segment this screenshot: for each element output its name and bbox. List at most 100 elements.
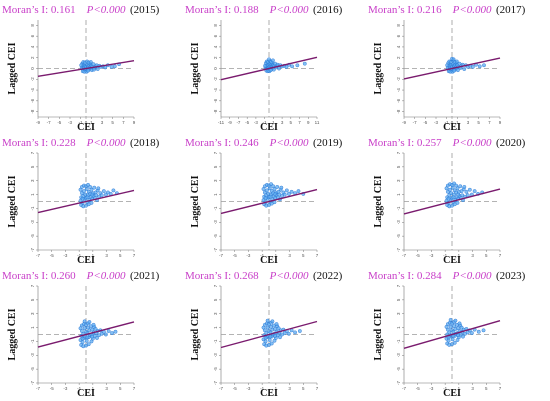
scatter-plot: -7 -5 -3 -1 1 3 5 7 -7 -5 -3 -1 1 3 5 7 CEI Lagged CEI <box>190 151 319 266</box>
x-axis-title: CEI <box>260 388 278 399</box>
p-value-label: P<0.000 <box>269 137 309 149</box>
x-tick-label: -3 <box>254 120 258 125</box>
x-tick-label: -1 <box>443 386 447 391</box>
data-point <box>452 340 457 345</box>
data-point <box>268 194 273 199</box>
y-tick-label: -1 <box>396 206 401 210</box>
data-point <box>470 64 475 69</box>
moran-label: Moran’s I: 0.246 <box>185 137 259 149</box>
panel-header: Moran’s I: 0.188 P<0.000 (2016) <box>185 2 368 18</box>
y-tick-label: 8 <box>30 24 35 27</box>
x-tick-label: 1 <box>272 120 275 125</box>
data-point <box>269 341 274 346</box>
data-point <box>462 67 467 71</box>
x-tick-label: -7 <box>47 120 51 125</box>
scatter-panel: Moran’s I: 0.161 P<0.000 (2015) -9 -7 -5 -3 -1… <box>2 2 185 135</box>
data-point <box>275 185 280 189</box>
y-tick-label: 3 <box>396 179 401 182</box>
data-point <box>295 63 300 68</box>
data-point <box>91 322 96 327</box>
panel-header: Moran’s I: 0.161 P<0.000 (2015) <box>2 2 185 18</box>
y-tick-label: -4 <box>213 88 218 92</box>
x-tick-label: -7 <box>413 120 417 125</box>
scatter-plot: -7 -5 -3 -1 1 3 5 7 -7 -5 -3 -1 1 3 5 7 CEI Lagged CEI <box>373 284 502 399</box>
y-tick-label: -1 <box>396 339 401 343</box>
x-tick-label: -1 <box>443 253 447 258</box>
scatter-points <box>261 182 306 208</box>
y-tick-label: 5 <box>213 298 218 301</box>
x-axis-title: CEI <box>77 255 95 266</box>
y-tick-label: -1 <box>213 339 218 343</box>
y-tick-label: -7 <box>396 248 401 252</box>
data-point <box>270 319 275 324</box>
x-tick-label: 7 <box>133 253 136 258</box>
x-tick-label: 5 <box>485 386 488 391</box>
y-tick-label: 1 <box>396 326 401 329</box>
x-tick-label: -5 <box>50 386 54 391</box>
data-point <box>447 330 452 335</box>
scatter-plot: -7 -5 -3 -1 1 3 5 7 -7 -5 -3 -1 1 3 5 7 CEI Lagged CEI <box>190 284 319 399</box>
data-point <box>90 334 95 339</box>
data-point <box>101 189 106 194</box>
data-point <box>82 319 87 324</box>
year-label: (2016) <box>313 4 343 16</box>
x-tick-label: 1 <box>456 120 459 125</box>
y-tick-label: 0 <box>213 67 218 70</box>
data-point <box>268 334 273 339</box>
data-point <box>267 338 272 342</box>
regression-line <box>403 57 501 80</box>
x-tick-label: -3 <box>246 386 250 391</box>
y-tick-label: 2 <box>30 56 35 59</box>
scatter-points <box>261 318 302 348</box>
x-tick-label: -7 <box>219 253 223 258</box>
x-tick-label: 7 <box>488 120 491 125</box>
x-tick-label: -5 <box>50 253 54 258</box>
x-tick-label: 9 <box>133 120 136 125</box>
data-point <box>454 59 459 64</box>
panel-header: Moran’s I: 0.284 P<0.000 (2023) <box>368 268 550 284</box>
y-tick-label: -8 <box>213 109 218 113</box>
data-point <box>96 186 101 191</box>
y-tick-label: 5 <box>30 298 35 301</box>
data-point <box>446 196 451 201</box>
x-axis-title: CEI <box>443 122 461 133</box>
x-tick-label: 1 <box>275 253 278 258</box>
x-tick-label: -3 <box>429 253 433 258</box>
x-tick-label: -5 <box>423 120 427 125</box>
x-tick-label: 1 <box>90 120 93 125</box>
x-tick-label: 3 <box>105 386 108 391</box>
x-tick-label: 3 <box>101 120 104 125</box>
moran-label: Moran’s I: 0.284 <box>368 270 442 282</box>
data-point <box>282 192 287 197</box>
data-point <box>95 336 99 340</box>
data-point <box>482 63 486 68</box>
x-tick-label: -3 <box>434 120 438 125</box>
y-tick-label: 4 <box>396 45 401 48</box>
x-tick-label: 5 <box>111 120 114 125</box>
data-point <box>272 338 277 343</box>
year-label: (2021) <box>130 270 160 282</box>
y-tick-label: 8 <box>396 24 401 27</box>
x-tick-label: -1 <box>77 386 81 391</box>
x-tick-label: 5 <box>302 386 305 391</box>
data-point <box>448 318 453 322</box>
y-tick-label: 5 <box>396 165 401 168</box>
x-axis-title: CEI <box>77 122 95 133</box>
p-value-label: P<0.000 <box>86 4 126 16</box>
moran-label: Moran’s I: 0.161 <box>2 4 76 16</box>
data-point <box>103 332 108 337</box>
y-tick-label: 3 <box>396 312 401 315</box>
x-tick-label: -1 <box>77 253 81 258</box>
y-tick-label: 7 <box>396 151 401 154</box>
scatter-panel: Moran’s I: 0.246 P<0.000 (2019) -7 -5 -3 -1 1 3… <box>185 135 368 268</box>
x-tick-label: 7 <box>298 120 301 125</box>
data-point <box>469 331 474 336</box>
moran-label: Moran’s I: 0.260 <box>2 270 76 282</box>
x-axis-title: CEI <box>77 388 95 399</box>
data-point <box>78 187 83 192</box>
x-tick-label: 5 <box>477 120 480 125</box>
moran-label: Moran’s I: 0.268 <box>185 270 259 282</box>
y-tick-label: 6 <box>396 34 401 37</box>
y-tick-label: -2 <box>30 77 35 81</box>
